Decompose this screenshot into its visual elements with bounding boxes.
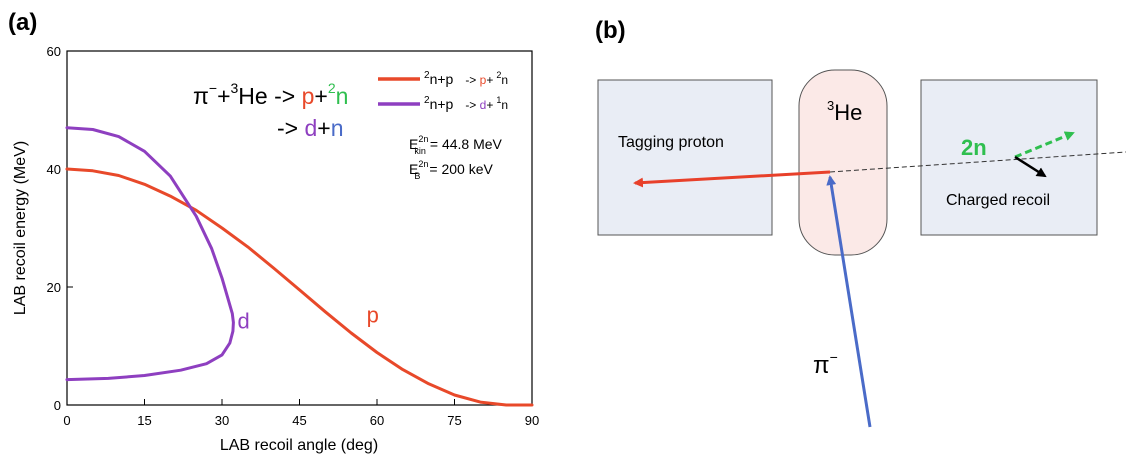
series-line-p	[65, 167, 534, 407]
ekin-annotation: E2n kin = 44.8 MeV	[409, 134, 503, 156]
x-tick-label: 60	[370, 413, 384, 428]
x-axis-label: LAB recoil angle (deg)	[220, 437, 378, 454]
x-tick-label: 90	[525, 413, 539, 428]
y-tick-label: 40	[47, 162, 61, 177]
legend-entry-d: 2n+p -> d+ 1n	[424, 95, 508, 112]
x-tick-label: 45	[292, 413, 306, 428]
target-cell	[798, 69, 888, 256]
y-tick-label: 20	[47, 280, 61, 295]
y-axis-label: LAB recoil energy (MeV)	[12, 141, 29, 315]
x-axis-ticks: 0 15 30 45 60 75 90	[63, 399, 539, 428]
curve-label-p: p	[367, 302, 379, 327]
reaction-alt: -> d+n	[277, 115, 344, 141]
panel-label-a: (a)	[8, 9, 37, 36]
reaction-main: π−+3He -> p+2n	[193, 80, 348, 109]
legend: 2n+p -> p+ 2n 2n+p -> d+ 1n	[378, 70, 508, 112]
x-tick-label: 30	[215, 413, 229, 428]
y-tick-label: 60	[47, 44, 61, 59]
x-tick-label: 15	[137, 413, 151, 428]
y-tick-label: 0	[54, 398, 61, 413]
charged-recoil-arrow	[1014, 155, 1047, 178]
curve-labels: pd	[238, 302, 379, 333]
tagging-box-label: Tagging proton	[618, 134, 724, 151]
dineutron-label: 2n	[961, 135, 987, 160]
x-tick-label: 75	[447, 413, 461, 428]
recoil-box	[920, 79, 1098, 236]
tagging-box	[597, 79, 773, 236]
curve-label-d: d	[238, 308, 250, 333]
series-line-d	[65, 126, 235, 382]
chart-series	[65, 126, 534, 407]
recoil-box-label: Charged recoil	[946, 192, 1050, 209]
legend-entry-p: 2n+p -> p+ 2n	[424, 70, 508, 87]
panel-label-b: (b)	[595, 17, 626, 44]
beam-axis-line	[829, 151, 1126, 173]
proton-arrow	[633, 170, 831, 188]
pion-label: π−	[813, 349, 838, 379]
kinematics-diagram: Tagging proton 3He Charged recoil 2n π−	[597, 69, 1126, 428]
target-label: 3He	[827, 98, 862, 125]
eb-annotation: E2n B = 200 keV	[409, 159, 493, 181]
y-axis-ticks: 0 20 40 60	[47, 44, 73, 413]
x-tick-label: 0	[63, 413, 70, 428]
pion-arrow	[826, 175, 872, 428]
